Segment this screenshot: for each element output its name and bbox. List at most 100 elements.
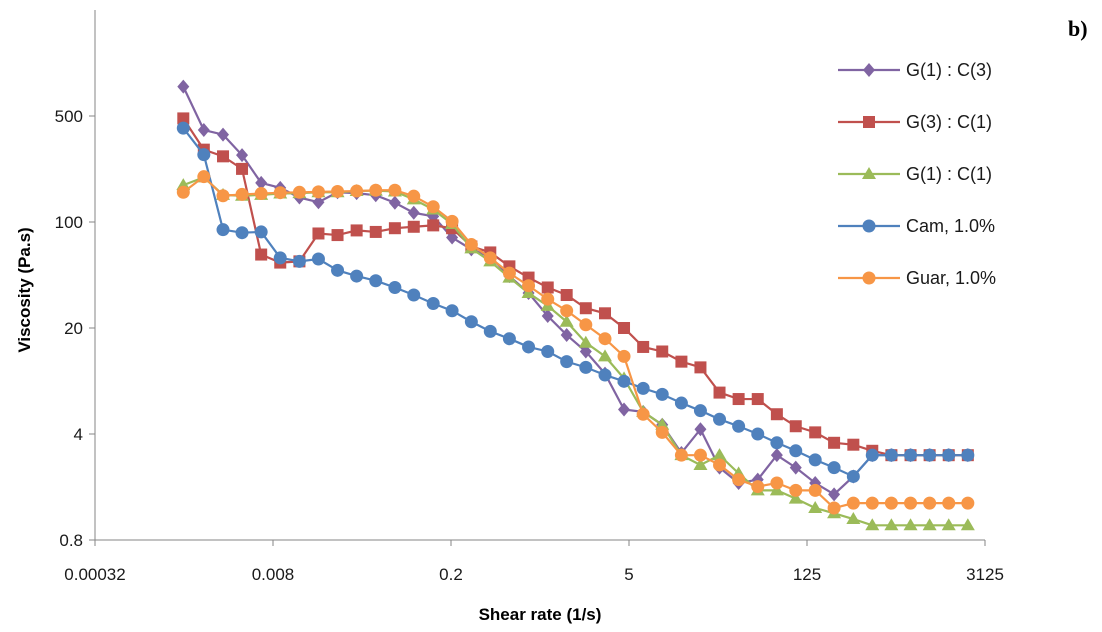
legend-swatch-marker <box>862 271 876 285</box>
axes: 0.00032 0.008 0.2 5 125 3125 0.8 4 20 100 500 <box>55 10 1004 584</box>
data-point <box>579 318 593 332</box>
legend-label: G(1) : C(3) <box>906 60 992 80</box>
series-0 <box>177 79 974 502</box>
data-point <box>770 436 784 450</box>
legend-item: G(1) : C(3) <box>838 60 992 80</box>
data-point <box>846 496 860 510</box>
data-point <box>464 315 478 329</box>
data-point <box>808 483 822 497</box>
data-point <box>292 185 306 199</box>
data-point <box>254 187 268 201</box>
data-point <box>789 460 802 475</box>
data-point <box>255 248 268 261</box>
data-point <box>599 307 612 320</box>
data-point <box>464 238 478 252</box>
data-point <box>865 448 879 462</box>
data-point <box>369 183 383 197</box>
data-point <box>177 112 190 125</box>
data-point <box>675 355 688 368</box>
data-point <box>407 288 421 302</box>
data-point <box>483 324 497 338</box>
data-point <box>656 345 669 358</box>
data-point <box>197 148 211 162</box>
data-point <box>770 448 783 463</box>
data-point <box>502 332 516 346</box>
legend-item: G(3) : C(1) <box>838 112 992 132</box>
data-point <box>960 518 975 531</box>
data-point <box>426 297 440 311</box>
data-point <box>503 260 516 273</box>
data-point <box>560 304 574 318</box>
data-point <box>789 483 803 497</box>
data-point <box>598 368 612 382</box>
y-axis-title: Viscosity (Pa.s) <box>15 227 34 352</box>
legend-label: Guar, 1.0% <box>906 268 996 288</box>
data-point <box>388 195 401 210</box>
data-point <box>426 200 440 214</box>
legend-label: Cam, 1.0% <box>906 216 995 236</box>
data-point <box>846 469 860 483</box>
data-point <box>197 170 211 184</box>
data-point <box>445 214 459 228</box>
x-tick-label: 125 <box>793 565 821 584</box>
data-point <box>655 417 670 430</box>
data-point <box>903 518 918 531</box>
data-point <box>923 496 937 510</box>
data-point <box>751 393 764 406</box>
data-point <box>236 148 249 163</box>
data-point <box>941 518 956 531</box>
data-point <box>502 266 516 280</box>
data-point <box>922 518 937 531</box>
data-point <box>713 412 727 426</box>
data-point <box>427 219 440 232</box>
data-point <box>541 292 555 306</box>
data-point <box>693 448 707 462</box>
data-point <box>216 189 230 203</box>
data-point <box>273 186 287 200</box>
data-point <box>407 220 420 233</box>
data-point <box>942 496 956 510</box>
data-point <box>693 457 708 470</box>
data-point <box>541 344 555 358</box>
data-point <box>694 361 707 374</box>
series-1 <box>177 112 974 462</box>
data-point <box>617 349 631 363</box>
data-point <box>713 386 726 399</box>
legend-item: Guar, 1.0% <box>838 268 996 288</box>
data-point <box>522 279 536 293</box>
legend-swatch-marker <box>863 63 875 77</box>
data-point <box>331 263 345 277</box>
y-tick-label: 20 <box>64 319 83 338</box>
x-tick-label: 0.008 <box>252 565 295 584</box>
data-point <box>751 480 765 494</box>
data-point <box>809 426 822 439</box>
data-point <box>541 308 554 323</box>
data-point <box>674 396 688 410</box>
data-point <box>235 187 249 201</box>
y-tick-label: 0.8 <box>59 531 83 550</box>
data-point <box>350 224 363 237</box>
x-axis-title: Shear rate (1/s) <box>479 605 602 624</box>
data-point <box>407 189 421 203</box>
data-point <box>176 121 190 135</box>
data-point <box>751 427 765 441</box>
data-point <box>176 185 190 199</box>
data-point <box>904 448 918 462</box>
series-layer <box>176 79 975 531</box>
data-point <box>197 123 210 138</box>
data-point <box>598 349 613 362</box>
legend-label: G(3) : C(1) <box>906 112 992 132</box>
data-point <box>292 254 306 268</box>
data-point <box>865 496 879 510</box>
data-point <box>177 79 190 94</box>
data-point <box>579 302 592 315</box>
legend-swatch-marker <box>863 116 875 128</box>
data-point <box>828 487 841 502</box>
data-point <box>637 340 650 353</box>
data-point <box>579 360 593 374</box>
data-point <box>255 175 268 190</box>
data-point <box>865 518 880 531</box>
y-tick-label: 100 <box>55 213 83 232</box>
panel-label: b) <box>1068 16 1088 41</box>
